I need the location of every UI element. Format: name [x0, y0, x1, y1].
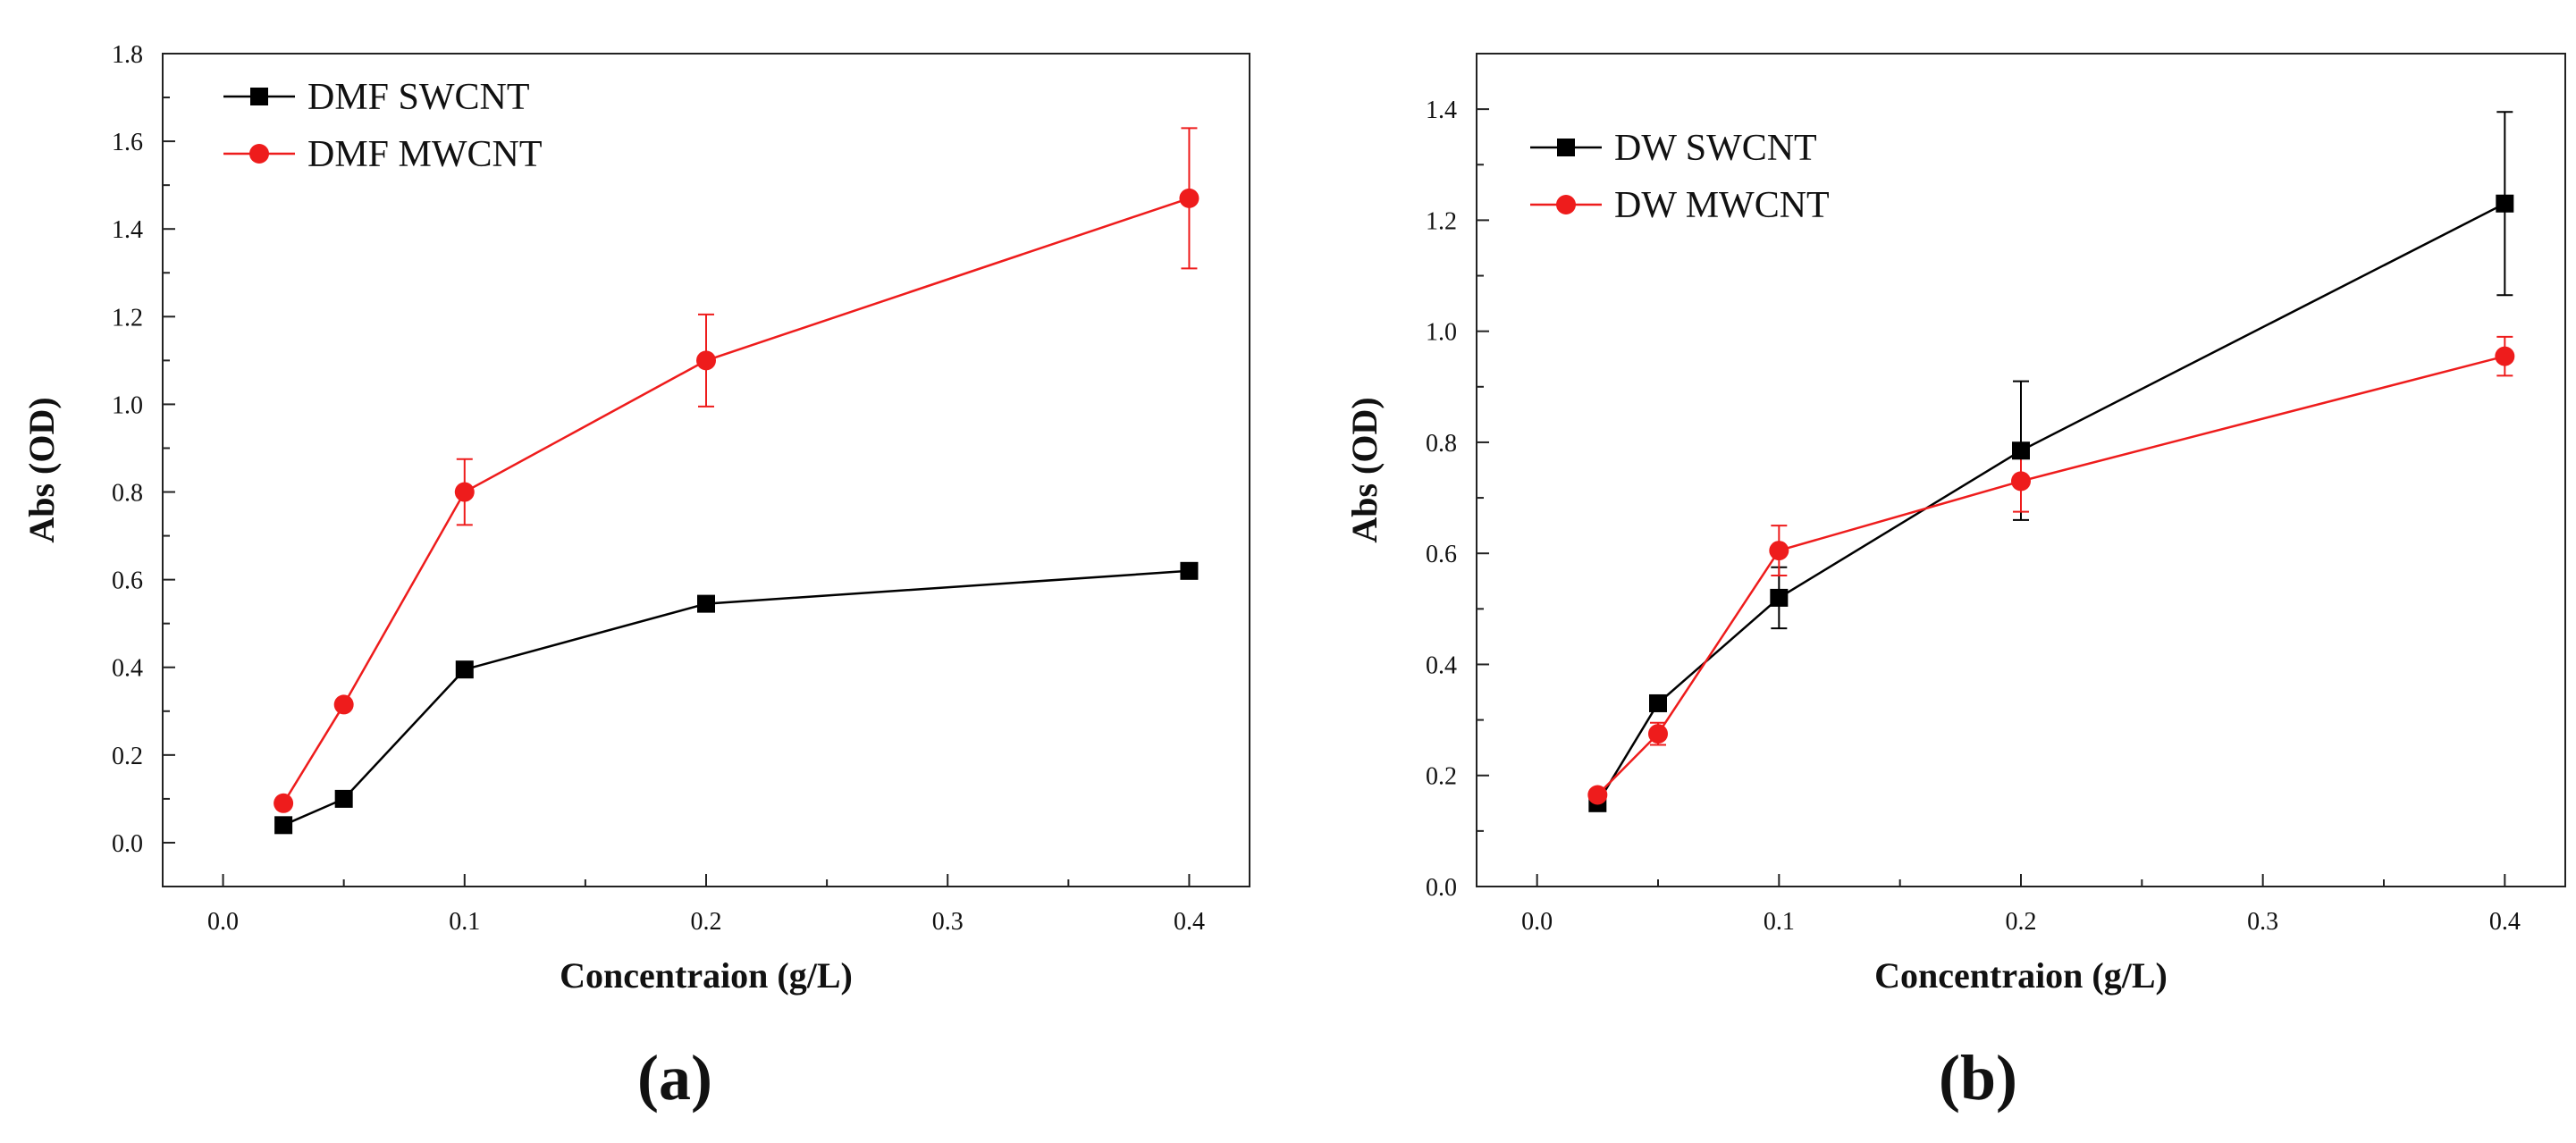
- legend-label: DMF MWCNT: [307, 134, 543, 175]
- legend-marker: [1556, 195, 1576, 214]
- panel-label-b: (b): [1939, 1042, 2017, 1114]
- plot-frame: [162, 53, 1250, 887]
- legend-marker: [250, 88, 268, 105]
- x-tick-label: 0.3: [932, 908, 964, 936]
- x-tick-label: 0.1: [449, 908, 480, 936]
- series-line: [282, 569, 1190, 827]
- series-line: [1596, 355, 2505, 796]
- x-axis-title: Concentraion (g/L): [1874, 955, 2168, 996]
- x-tick-label: 0.3: [2247, 908, 2278, 936]
- y-tick-label: 1.4: [112, 216, 143, 244]
- data-point: [1769, 541, 1789, 561]
- data-point: [334, 789, 353, 808]
- data-point: [1180, 561, 1199, 580]
- x-axis-title: Concentraion (g/L): [560, 955, 853, 996]
- data-point: [274, 816, 293, 835]
- y-tick-label: 0.8: [1426, 430, 1457, 458]
- chart-panel-b: 0.0 0.1 0.2 0.3 0.4 0.0 0.2 0.4 0.6 0.8 1.0 1.2 1.4…: [1344, 53, 2566, 1114]
- legend-label: DW MWCNT: [1614, 185, 1830, 226]
- legend-label: DMF SWCNT: [307, 77, 530, 118]
- x-tick-label: 0.4: [1174, 908, 1205, 936]
- data-point: [454, 482, 475, 502]
- y-axis-title: Abs (OD): [1344, 397, 1385, 542]
- y-tick-label: 0.0: [1426, 874, 1457, 902]
- legend-label: DW SWCNT: [1614, 128, 1817, 169]
- chart-panel-a: 0.0 0.1 0.2 0.3 0.4 0.0 0.2 0.4 0.6 0.8 1.0 1.2 1.4…: [21, 41, 1250, 1114]
- y-tick-label: 0.0: [112, 830, 143, 858]
- y-tick-label: 1.2: [1426, 207, 1457, 235]
- series-line: [1596, 202, 2505, 804]
- x-tick-label: 0.0: [1521, 908, 1553, 936]
- legend-marker: [1557, 139, 1575, 156]
- y-tick-label: 0.6: [112, 567, 143, 595]
- y-tick-label: 1.6: [112, 129, 143, 156]
- data-point: [2496, 194, 2514, 213]
- y-tick-label: 1.2: [112, 304, 143, 332]
- y-tick-label: 0.4: [112, 655, 143, 683]
- y-tick-label: 0.2: [112, 743, 143, 770]
- x-tick-label: 0.2: [691, 908, 722, 936]
- series-line: [282, 197, 1190, 804]
- x-tick-label: 0.2: [2006, 908, 2037, 936]
- data-point: [2495, 346, 2515, 366]
- y-axis-title: Abs (OD): [21, 397, 62, 542]
- data-point: [274, 793, 294, 813]
- y-tick-label: 0.2: [1426, 763, 1457, 791]
- y-tick-label: 1.0: [112, 391, 143, 419]
- y-tick-label: 1.0: [1426, 319, 1457, 347]
- y-tick-label: 1.8: [112, 41, 143, 69]
- data-point: [1587, 785, 1608, 805]
- data-point: [1649, 693, 1667, 712]
- y-tick-label: 0.4: [1426, 651, 1457, 679]
- data-point: [1648, 724, 1668, 744]
- legend-marker: [249, 144, 269, 164]
- data-point: [333, 694, 354, 715]
- x-tick-label: 0.0: [207, 908, 239, 936]
- data-point: [1770, 588, 1789, 607]
- x-tick-label: 0.1: [1764, 908, 1795, 936]
- y-tick-label: 0.8: [112, 480, 143, 508]
- data-point: [697, 594, 715, 613]
- data-point: [2011, 471, 2031, 492]
- y-tick-label: 0.6: [1426, 541, 1457, 568]
- data-point: [2012, 441, 2030, 460]
- y-tick-label: 1.4: [1426, 97, 1457, 124]
- panel-label-a: (a): [637, 1042, 712, 1114]
- x-tick-label: 0.4: [2489, 908, 2521, 936]
- data-point: [1179, 188, 1200, 208]
- data-point: [696, 350, 716, 371]
- data-point: [455, 660, 474, 679]
